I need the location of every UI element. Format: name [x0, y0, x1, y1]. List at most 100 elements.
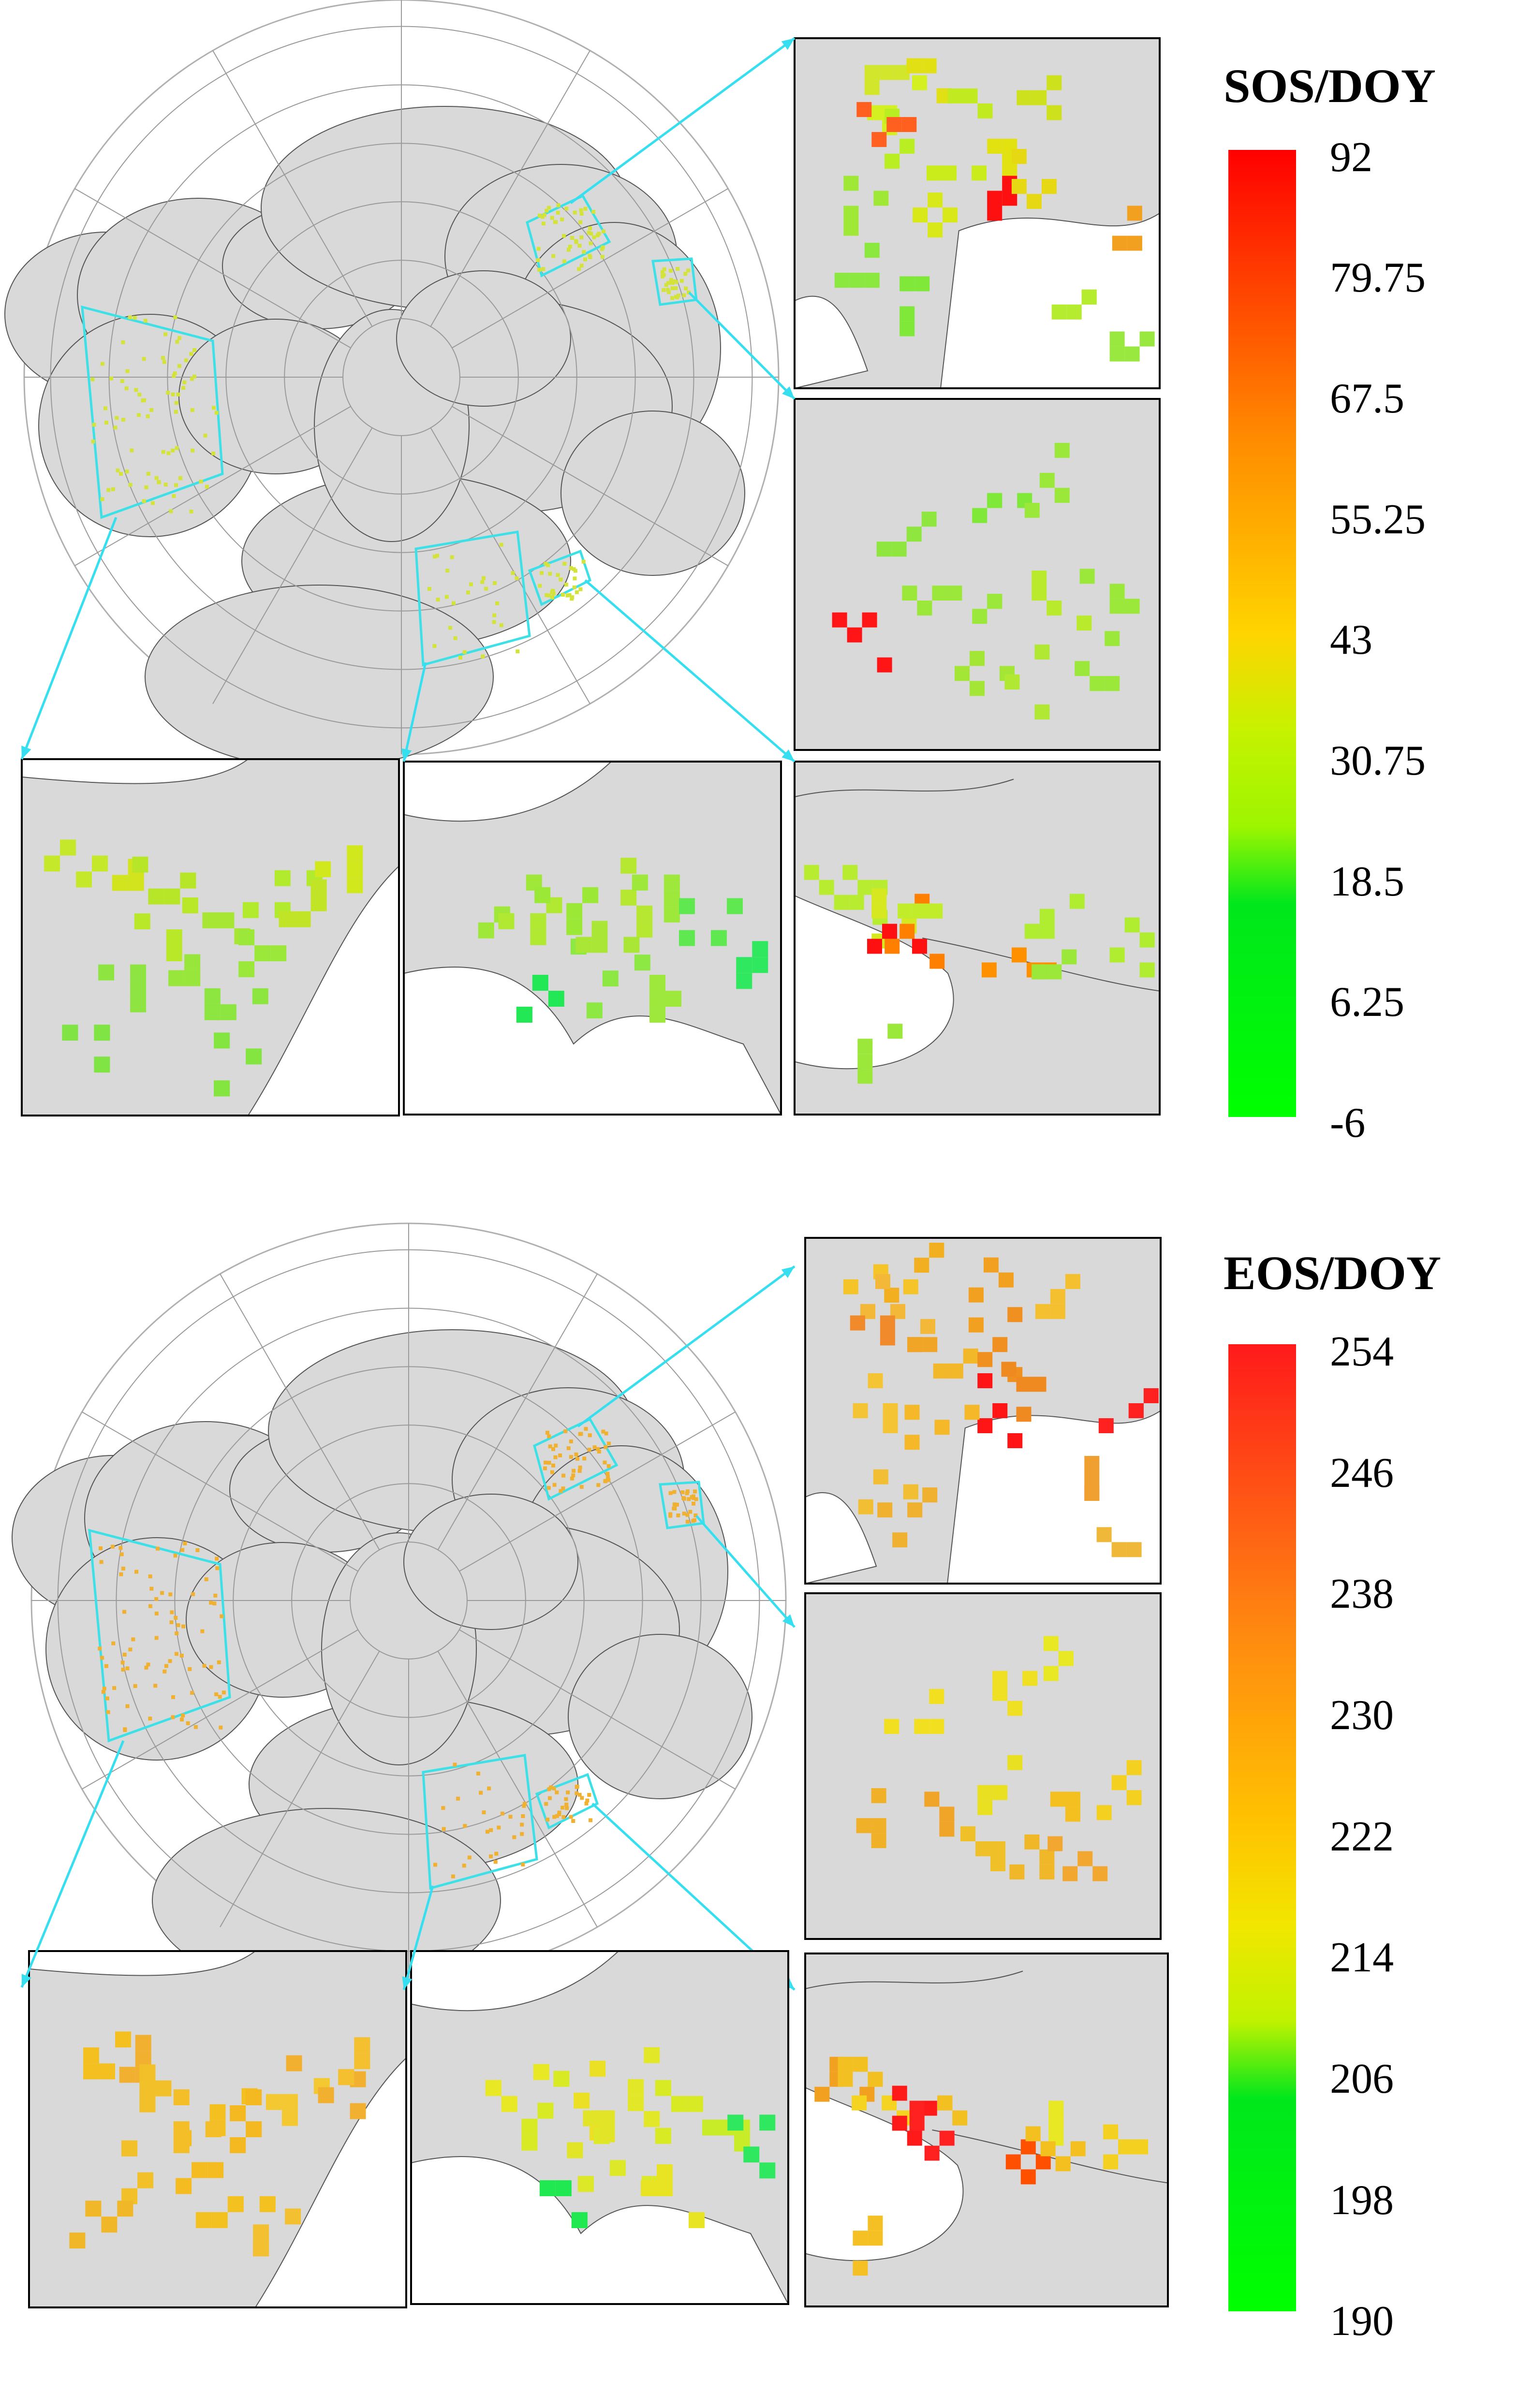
- sos-cell: [132, 856, 148, 873]
- sos-cell: [1124, 917, 1140, 933]
- sos-cell: [1017, 90, 1032, 105]
- eos-cell: [907, 1337, 923, 1352]
- sos-overview-site: [582, 250, 586, 254]
- sos-cell: [295, 911, 311, 927]
- sos-cell: [917, 601, 932, 616]
- eos-cell: [230, 2137, 246, 2153]
- eos-overview-site: [442, 1827, 446, 1831]
- eos-overview-site: [680, 1490, 685, 1495]
- sos-cell: [238, 961, 255, 977]
- eos-sea-north: [411, 1951, 620, 2012]
- eos-overview-site: [98, 1646, 102, 1651]
- sos-cell: [274, 870, 291, 886]
- sos-cell: [575, 937, 592, 953]
- sos-overview-site: [669, 268, 673, 273]
- sos-cell: [906, 527, 922, 542]
- sos-study-box-0: [81, 305, 224, 519]
- eos-cell: [574, 2092, 590, 2109]
- sos-cell: [932, 586, 947, 601]
- eos-meridian-150: [82, 1629, 358, 1790]
- eos-overview-site: [105, 1696, 109, 1701]
- sos-overview-site: [113, 426, 118, 430]
- eos-cell: [871, 1833, 886, 1849]
- sos-overview-site: [684, 286, 688, 291]
- sos-overview-site: [540, 215, 545, 219]
- eos-overview-site: [605, 1471, 610, 1476]
- sos-overview-site: [142, 357, 146, 361]
- sos-overview-site: [579, 264, 584, 268]
- sos-cell: [947, 586, 962, 601]
- eos-cell: [1126, 1760, 1142, 1776]
- eos-overview-site: [181, 1624, 186, 1629]
- eos-overview-site: [572, 1468, 576, 1473]
- sos-cell: [752, 941, 768, 957]
- sos-overview-site: [589, 232, 593, 236]
- sos-overview-site: [480, 580, 485, 584]
- eos-cell: [873, 1469, 888, 1484]
- sos-landmass-13: [560, 411, 745, 576]
- eos-cell: [939, 1821, 955, 1837]
- sos-overview-site: [157, 480, 161, 485]
- sos-cell: [1047, 105, 1062, 120]
- eos-overview-site: [668, 1512, 673, 1516]
- sos-cell: [972, 508, 988, 523]
- eos-overview-site: [485, 1830, 489, 1834]
- sos-tick-8: -6: [1330, 1100, 1366, 1146]
- sos-overview-site: [589, 241, 593, 246]
- eos-cell: [992, 1403, 1008, 1418]
- eos-overview-site: [570, 1476, 574, 1481]
- sos-overview-site: [192, 374, 196, 379]
- eos-overview-site: [183, 1541, 187, 1545]
- sos-overview-site: [100, 362, 104, 366]
- sos-cell: [843, 206, 859, 221]
- eos-cell: [640, 2180, 657, 2196]
- sos-cell: [62, 1025, 78, 1041]
- eos-cell: [892, 1532, 908, 1548]
- eos-cell: [868, 2071, 883, 2087]
- eos-cell: [599, 2110, 615, 2127]
- sos-cell: [1051, 304, 1067, 320]
- eos-overview-site: [174, 1615, 178, 1620]
- eos-cell: [609, 2160, 626, 2176]
- eos-tick-3: 230: [1330, 1692, 1394, 1739]
- eos-overview-site: [220, 1614, 224, 1618]
- eos-overview-site: [133, 1684, 137, 1688]
- eos-cell: [992, 1686, 1008, 1701]
- eos-overview-site: [219, 1725, 223, 1730]
- eos-cell: [929, 1718, 944, 1734]
- sos-overview-site: [493, 581, 497, 585]
- sos-cell: [987, 493, 1003, 508]
- sos-meridian-240: [212, 50, 373, 327]
- eos-overview-site: [144, 1665, 148, 1670]
- eos-overview-site: [596, 1483, 601, 1487]
- sos-overview-site: [666, 281, 670, 285]
- eos-cell: [227, 2196, 244, 2212]
- sos-cell: [98, 964, 115, 981]
- eos-overview-site: [552, 1483, 557, 1487]
- eos-overview-site: [148, 1717, 152, 1721]
- sos-cell: [184, 970, 201, 986]
- eos-cell: [858, 1499, 873, 1514]
- sos-overview-site: [205, 485, 209, 489]
- eos-cell: [838, 2056, 853, 2072]
- eos-connector-1: [695, 1515, 796, 1628]
- sos-cell: [914, 276, 930, 292]
- sos-cell: [882, 924, 897, 939]
- sos-cell: [862, 612, 877, 628]
- eos-overview-site: [681, 1496, 686, 1500]
- eos-cell: [992, 1337, 1008, 1352]
- sos-cell: [987, 138, 1003, 154]
- sos-overview-site: [547, 593, 551, 598]
- sos-cell: [1032, 586, 1047, 601]
- sos-overview-site: [172, 494, 176, 498]
- sos-overview-site: [682, 293, 686, 297]
- sos-cell: [901, 117, 917, 132]
- sos-meridian-150: [74, 406, 351, 566]
- sos-cell: [856, 102, 872, 117]
- eos-cell: [246, 2089, 262, 2105]
- sos-overview-site: [541, 221, 546, 226]
- eos-tick-7: 198: [1330, 2177, 1394, 2224]
- sos-cell: [60, 839, 76, 856]
- sos-overview-site: [445, 569, 450, 573]
- sos-overview-site: [453, 636, 457, 640]
